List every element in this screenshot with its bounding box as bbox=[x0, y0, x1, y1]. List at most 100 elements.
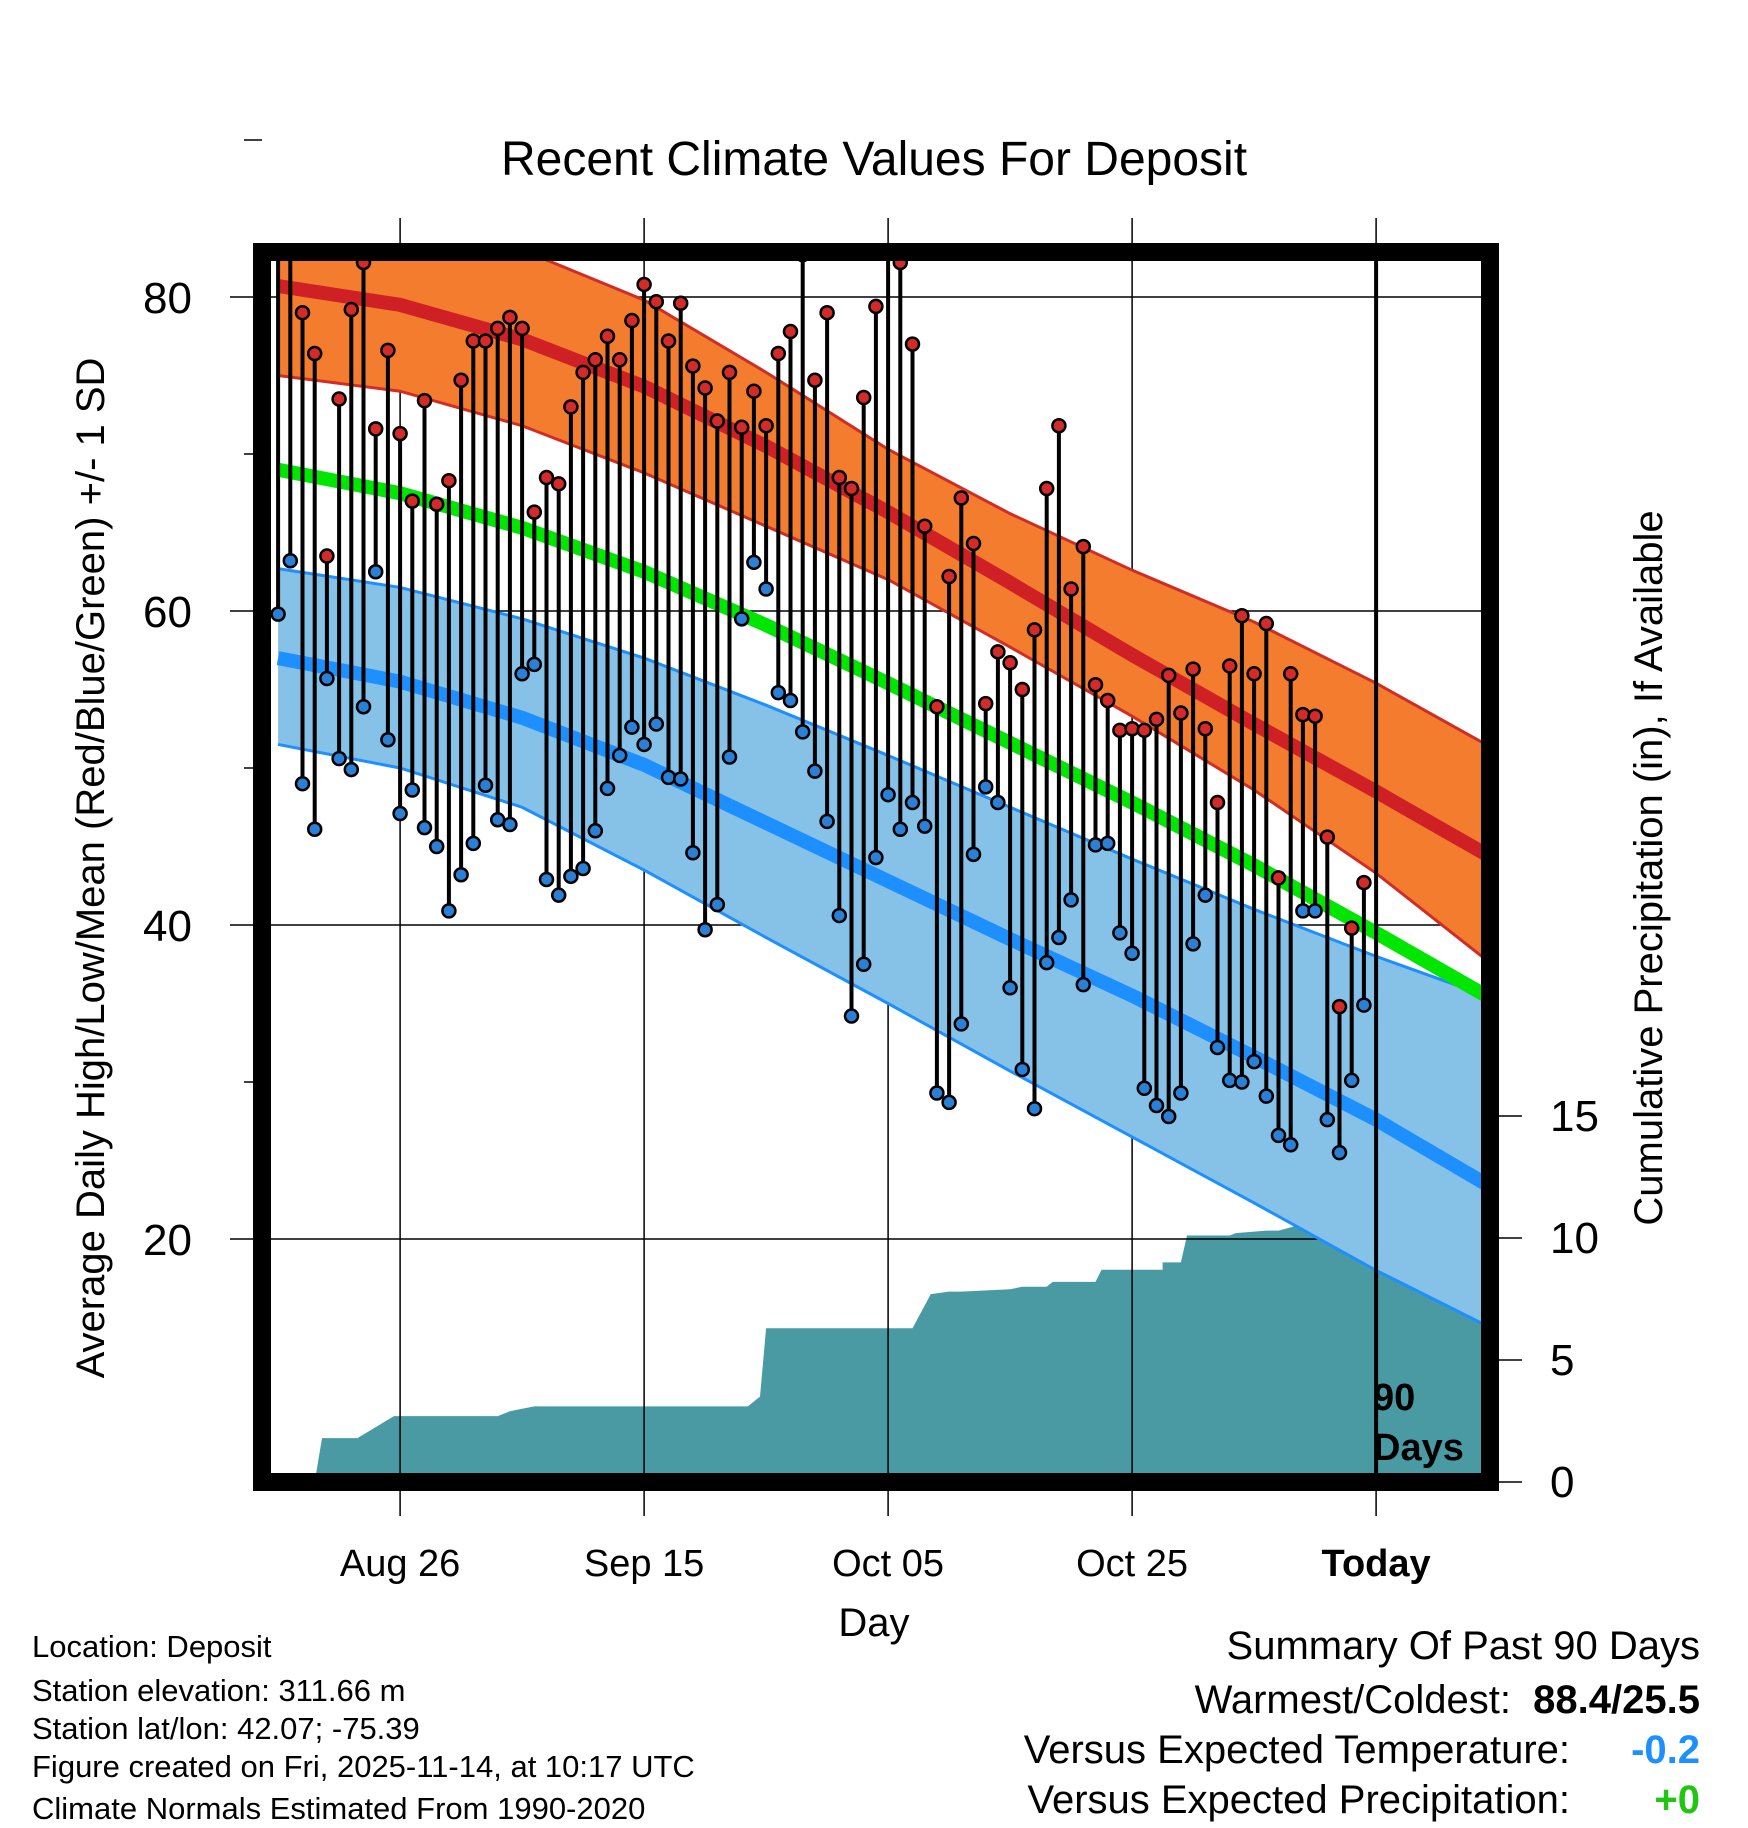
low-point-20 bbox=[514, 666, 530, 682]
precip-area bbox=[278, 1211, 1486, 1482]
high-point-38 bbox=[733, 419, 750, 436]
high-point-87 bbox=[1331, 998, 1348, 1015]
low-point-78 bbox=[1221, 1072, 1238, 1089]
low-point-61 bbox=[1014, 1061, 1031, 1078]
high-point-68 bbox=[1099, 692, 1116, 709]
low-point-83 bbox=[1282, 1137, 1299, 1153]
high-point-42 bbox=[782, 323, 799, 340]
high-point-11 bbox=[404, 493, 421, 509]
low-point-38 bbox=[733, 611, 750, 627]
plot-area bbox=[262, 229, 1490, 1482]
high-point-75 bbox=[1185, 661, 1201, 677]
low-point-39 bbox=[746, 554, 762, 571]
high-point-59 bbox=[990, 644, 1006, 660]
high-point-2 bbox=[294, 304, 311, 321]
low-point-88 bbox=[1343, 1072, 1360, 1089]
info-normals: Climate Normals Estimated From 1990-2020 bbox=[32, 1791, 646, 1826]
low-point-82 bbox=[1270, 1127, 1287, 1144]
low-point-56 bbox=[953, 1016, 970, 1032]
low-point-23 bbox=[550, 887, 567, 903]
high-point-79 bbox=[1234, 607, 1250, 624]
summary-warmest-coldest: Warmest/Coldest: 88.4/25.5 bbox=[1195, 1680, 1700, 1720]
high-point-36 bbox=[709, 413, 726, 429]
low-point-86 bbox=[1319, 1111, 1336, 1128]
low-point-14 bbox=[441, 903, 457, 919]
high-point-41 bbox=[770, 345, 787, 362]
high-point-1 bbox=[284, 229, 297, 242]
low-point-5 bbox=[331, 750, 347, 767]
today-label-line2: Days bbox=[1373, 1427, 1464, 1469]
low-point-35 bbox=[697, 921, 713, 938]
high-point-19 bbox=[502, 309, 518, 326]
low-point-50 bbox=[880, 786, 896, 803]
high-point-25 bbox=[575, 364, 591, 381]
high-point-40 bbox=[758, 417, 774, 434]
low-point-29 bbox=[624, 719, 640, 735]
low-point-62 bbox=[1026, 1100, 1043, 1117]
y-tick-label-60: 60 bbox=[143, 588, 192, 637]
high-point-74 bbox=[1173, 705, 1189, 721]
precipitation-area bbox=[278, 1211, 1486, 1482]
high-point-70 bbox=[1124, 721, 1140, 737]
low-point-52 bbox=[904, 794, 921, 811]
daily-range-bars bbox=[270, 229, 1372, 1161]
low-point-58 bbox=[977, 779, 994, 795]
low-point-22 bbox=[538, 871, 555, 888]
high-point-83 bbox=[1282, 666, 1299, 682]
low-point-32 bbox=[660, 769, 677, 786]
temp-value: -0.2 bbox=[1631, 1728, 1700, 1772]
low-point-67 bbox=[1087, 837, 1104, 853]
low-point-72 bbox=[1148, 1097, 1165, 1114]
summary-temperature: Versus Expected Temperature: -0.2 bbox=[1024, 1730, 1700, 1770]
high-point-32 bbox=[660, 333, 677, 349]
high-point-57 bbox=[965, 535, 982, 552]
low-point-12 bbox=[416, 819, 433, 836]
high-sd-band bbox=[278, 252, 1486, 960]
low-point-49 bbox=[868, 849, 884, 866]
high-point-62 bbox=[1026, 622, 1043, 638]
high-point-29 bbox=[624, 312, 640, 329]
high-point-6 bbox=[343, 301, 360, 318]
low-point-65 bbox=[1063, 892, 1079, 908]
high-point-18 bbox=[489, 320, 506, 337]
low-point-76 bbox=[1197, 887, 1214, 903]
low-point-81 bbox=[1258, 1088, 1275, 1104]
low-point-30 bbox=[636, 736, 652, 753]
low-point-1 bbox=[282, 553, 299, 569]
high-point-56 bbox=[953, 490, 970, 506]
low-point-37 bbox=[721, 749, 738, 765]
high-point-69 bbox=[1112, 722, 1128, 739]
low-point-71 bbox=[1136, 1080, 1153, 1097]
low-point-77 bbox=[1209, 1039, 1226, 1056]
warmest-coldest-value: 88.4/25.5 bbox=[1533, 1678, 1700, 1722]
low-point-17 bbox=[477, 777, 494, 794]
low-point-70 bbox=[1124, 945, 1140, 962]
low-point-68 bbox=[1099, 835, 1116, 852]
high-point-67 bbox=[1087, 677, 1104, 693]
precip-value: +0 bbox=[1654, 1778, 1700, 1822]
high-point-39 bbox=[746, 383, 762, 399]
high-point-5 bbox=[331, 391, 347, 407]
low-point-28 bbox=[611, 747, 628, 764]
high-point-17 bbox=[477, 333, 494, 349]
low-point-8 bbox=[367, 564, 384, 580]
high-point-86 bbox=[1319, 829, 1336, 845]
low-point-19 bbox=[502, 816, 518, 833]
low-point-74 bbox=[1173, 1085, 1189, 1101]
low-point-26 bbox=[587, 823, 604, 839]
high-point-37 bbox=[721, 364, 738, 381]
precip-label: Versus Expected Precipitation: bbox=[1027, 1778, 1570, 1822]
x-tick-label-50: Oct 05 bbox=[832, 1543, 944, 1585]
y-tick-label-20: 20 bbox=[143, 1216, 192, 1265]
high-point-30 bbox=[636, 276, 652, 293]
high-point-15 bbox=[453, 372, 469, 388]
high-point-55 bbox=[941, 568, 957, 585]
high-point-89 bbox=[1356, 874, 1372, 891]
low-point-44 bbox=[807, 763, 823, 779]
low-point-45 bbox=[819, 813, 835, 830]
high-point-47 bbox=[843, 480, 860, 497]
high-point-53 bbox=[916, 518, 933, 534]
high-point-33 bbox=[672, 295, 689, 312]
info-elevation: Station elevation: 311.66 m bbox=[32, 1673, 406, 1708]
high-point-46 bbox=[831, 469, 848, 486]
